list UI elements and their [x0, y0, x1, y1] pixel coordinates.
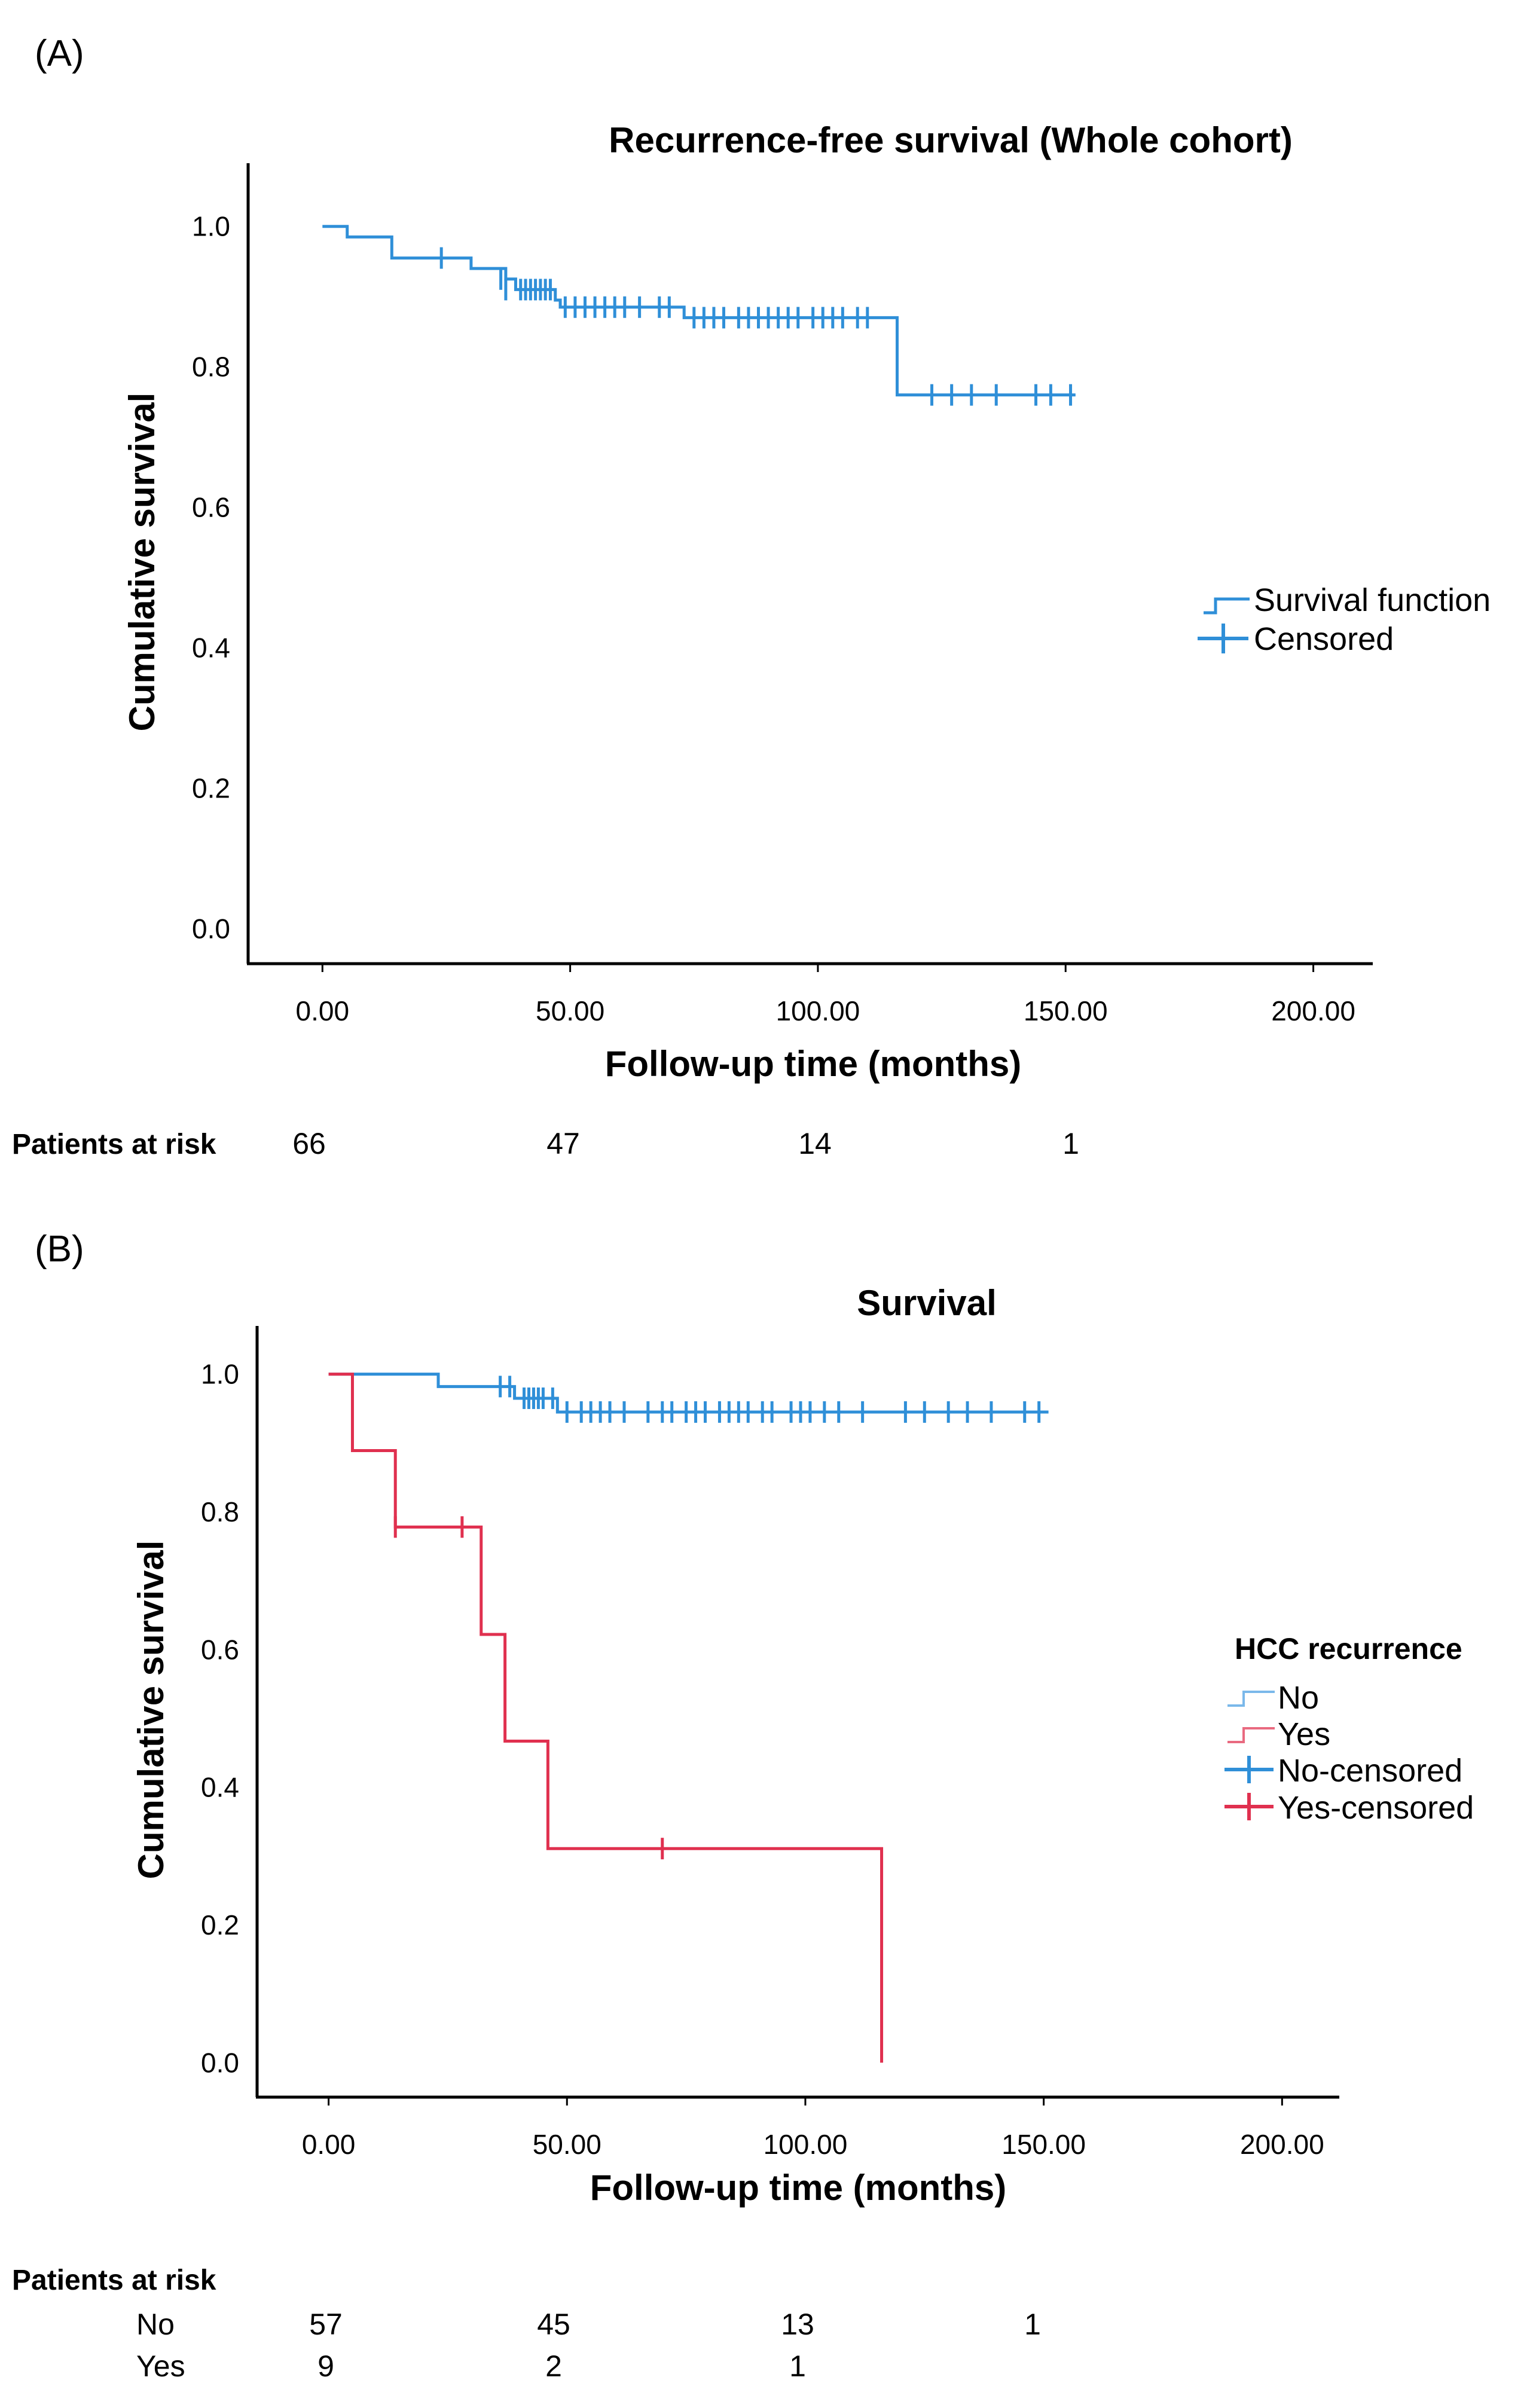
panel-a-y-tick-labels: 0.0 0.2 0.4 0.6 0.8 1.0: [192, 211, 230, 945]
risk-b-yes-0: 9: [317, 2349, 334, 2383]
risk-b-row-label-no: No: [136, 2308, 175, 2341]
risk-b-yes-100: 1: [789, 2349, 806, 2383]
panel-b: (B) Survival 0.0 0.2 0.4 0.6 0.8 1.0 0.00 50.0…: [12, 1229, 1474, 2383]
legend-yes: Yes: [1278, 1716, 1330, 1752]
a-y-tick-label: 0.8: [192, 352, 230, 383]
risk-a-value-0: 66: [292, 1127, 326, 1160]
panel-b-x-tick-labels: 0.00 50.00 100.00 150.00 200.00: [302, 2129, 1324, 2160]
panel-b-curves: [328, 1373, 1049, 2063]
panel-a-risk-table: Patients at risk 66 47 14 1: [12, 1127, 1079, 1160]
legend-no: No: [1278, 1680, 1319, 1716]
risk-b-no-0: 57: [309, 2308, 343, 2341]
panel-a-x-tick-labels: 0.00 50.00 100.00 150.00 200.00: [296, 995, 1355, 1026]
a-y-tick-label: 0.4: [192, 632, 230, 663]
a-y-tick-label: 0.6: [192, 492, 230, 523]
a-x-tick-label: 0.00: [296, 995, 350, 1026]
risk-b-no-150: 1: [1024, 2308, 1041, 2341]
b-y-tick-label: 0.2: [201, 1909, 239, 1941]
a-x-tick-label: 50.00: [536, 995, 604, 1026]
b-x-tick-label: 50.00: [533, 2129, 601, 2160]
panel-b-risk-table: Patients at risk No 57 45 13 1 Yes 9 2 1: [12, 2265, 1041, 2383]
a-x-tick-label: 150.00: [1024, 995, 1108, 1026]
a-curve-survival-function: [322, 225, 1076, 397]
legend-yes-censored: Yes-censored: [1278, 1790, 1474, 1826]
b-curve-yes: [328, 1373, 884, 2063]
panel-b-x-axis-title: Follow-up time (months): [590, 2168, 1007, 2208]
b-x-tick-label: 200.00: [1240, 2129, 1324, 2160]
risk-b-no-50: 45: [537, 2308, 570, 2341]
risk-table-b-header: Patients at risk: [12, 2265, 216, 2296]
legend-survival-function: Survival function: [1254, 582, 1491, 618]
panel-b-y-tick-labels: 0.0 0.2 0.4 0.6 0.8 1.0: [201, 1359, 239, 2079]
panel-a: (A) Recurrence-free survival (Whole coho…: [12, 33, 1491, 1160]
legend-b-title: HCC recurrence: [1235, 1632, 1462, 1666]
b-y-tick-label: 0.8: [201, 1496, 239, 1527]
panel-b-title: Survival: [857, 1283, 996, 1323]
panel-b-label: (B): [35, 1229, 84, 1270]
b-y-tick-label: 1.0: [201, 1359, 239, 1390]
legend-no-swatch: [1227, 1691, 1275, 1707]
risk-a-value-100: 14: [798, 1127, 832, 1160]
risk-b-row-label-yes: Yes: [136, 2349, 185, 2383]
risk-b-yes-50: 2: [545, 2349, 562, 2383]
legend-no-censored: No-censored: [1278, 1753, 1462, 1789]
legend-survival-function-swatch: [1204, 597, 1250, 615]
panel-a-curves: [322, 225, 1076, 406]
panel-a-label: (A): [35, 33, 84, 74]
legend-yes-swatch: [1227, 1727, 1275, 1743]
b-x-tick-label: 150.00: [1001, 2129, 1086, 2160]
panel-a-title: Recurrence-free survival (Whole cohort): [609, 120, 1293, 160]
legend-censored: Censored: [1254, 621, 1394, 657]
risk-table-a-header: Patients at risk: [12, 1129, 216, 1160]
b-y-tick-label: 0.6: [201, 1634, 239, 1665]
risk-b-no-100: 13: [781, 2308, 814, 2341]
a-x-tick-label: 100.00: [776, 995, 860, 1026]
a-y-tick-label: 0.0: [192, 913, 230, 944]
panel-a-legend: Survival function Censored: [1198, 582, 1491, 657]
b-x-tick-label: 100.00: [764, 2129, 848, 2160]
panel-a-x-axis-title: Follow-up time (months): [605, 1044, 1022, 1084]
panel-b-legend: HCC recurrence No Yes No-censored Yes-ce…: [1224, 1632, 1474, 1826]
panel-a-y-axis-title: Cumulative survival: [122, 393, 162, 732]
risk-a-value-50: 47: [546, 1127, 580, 1160]
a-x-tick-label: 200.00: [1271, 995, 1355, 1026]
a-y-tick-label: 1.0: [192, 211, 230, 242]
risk-a-value-150: 1: [1062, 1127, 1079, 1160]
panel-b-y-axis-title: Cumulative survival: [131, 1541, 171, 1880]
b-curve-no: [328, 1373, 1049, 1414]
b-x-tick-label: 0.00: [302, 2129, 356, 2160]
a-y-tick-label: 0.2: [192, 772, 230, 803]
b-y-tick-label: 0.0: [201, 2047, 239, 2078]
b-y-tick-label: 0.4: [201, 1772, 239, 1803]
